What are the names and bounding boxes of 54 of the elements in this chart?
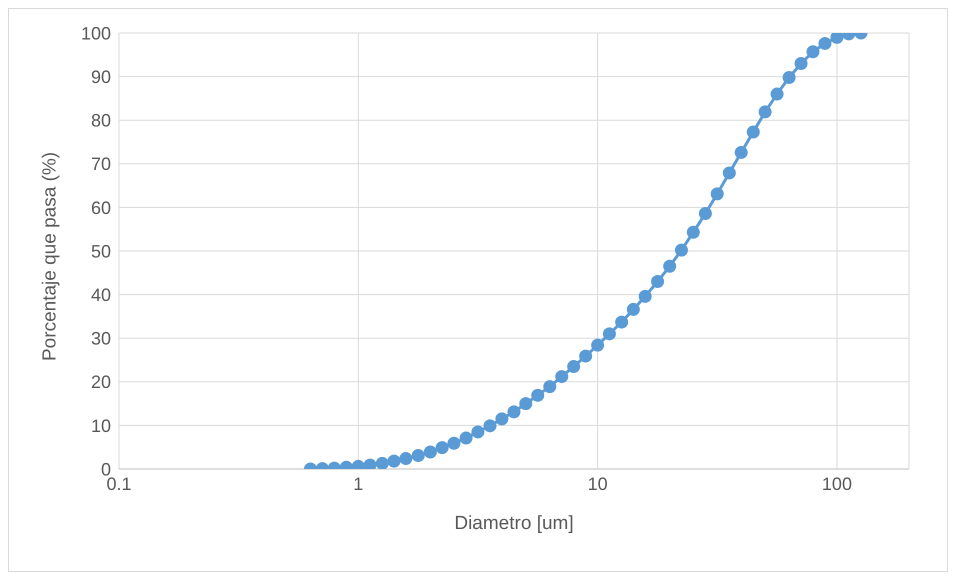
point [388, 454, 401, 468]
point [734, 146, 748, 159]
point [376, 456, 389, 469]
point [471, 425, 484, 438]
point [782, 70, 796, 84]
point [770, 88, 784, 101]
point [531, 388, 544, 402]
point [638, 290, 652, 303]
point [484, 419, 496, 432]
point [460, 432, 473, 445]
y-tick-label: 40 [90, 284, 111, 305]
point [591, 338, 604, 352]
point [412, 448, 425, 462]
point [555, 370, 568, 384]
point [663, 260, 676, 273]
y-tick-label: 100 [80, 23, 111, 44]
y-axis-title: Porcentaje que pasa (%) [40, 152, 61, 361]
point [722, 166, 736, 180]
point [507, 405, 520, 418]
x-tick-label: 1 [353, 474, 364, 494]
point [447, 436, 460, 450]
y-tick-label: 30 [90, 328, 111, 349]
point [602, 327, 616, 340]
point [615, 316, 628, 329]
point [674, 244, 688, 257]
y-tick-label: 70 [90, 154, 111, 174]
point [794, 57, 808, 70]
point [626, 302, 640, 316]
point [818, 36, 832, 50]
y-tick-label: 50 [90, 241, 111, 262]
y-tick-label: 20 [90, 372, 111, 392]
point [519, 397, 532, 410]
x-tick-label: 100 [822, 474, 852, 494]
point [806, 45, 820, 58]
y-tick-label: 60 [90, 198, 111, 218]
point [758, 105, 772, 118]
x-tick-label: 10 [588, 474, 608, 494]
point [424, 445, 437, 458]
point [651, 275, 664, 288]
y-tick-label: 10 [90, 416, 111, 436]
point [698, 207, 712, 220]
x-axis-title: Diametro [um] [454, 513, 574, 534]
point [746, 125, 760, 138]
point [830, 33, 844, 44]
point [567, 360, 580, 374]
y-tick-label: 90 [90, 66, 111, 87]
point [579, 350, 592, 363]
y-tick-label: 80 [90, 110, 111, 131]
point [543, 380, 556, 394]
point [399, 452, 412, 466]
point [686, 226, 700, 239]
point [710, 187, 724, 200]
point [495, 412, 508, 426]
point [436, 441, 449, 454]
